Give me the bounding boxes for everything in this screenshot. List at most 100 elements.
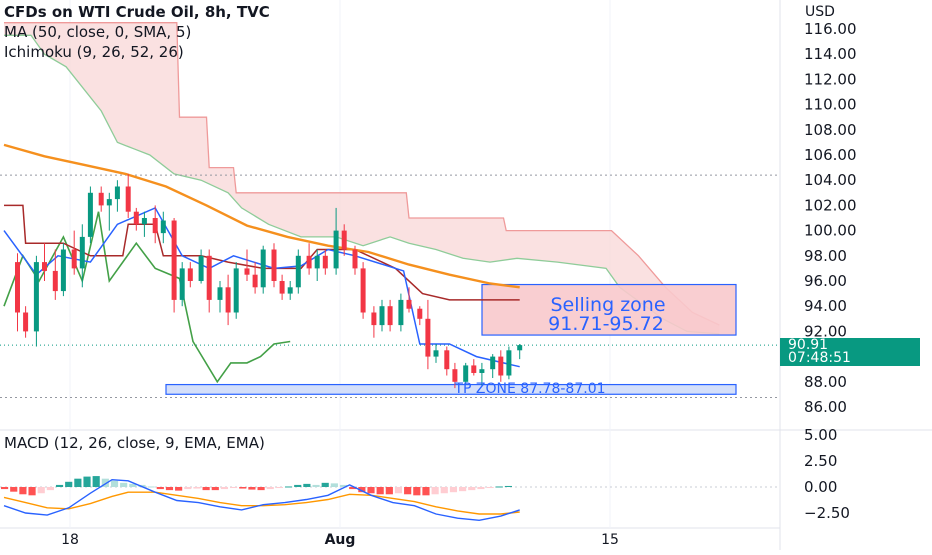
candle-body-2 <box>33 262 39 332</box>
candle-body-30 <box>287 287 293 294</box>
macd-histogram-bar-26 <box>239 487 247 489</box>
currency-label: USD <box>805 4 835 20</box>
macd-histogram-bar-6 <box>55 484 64 487</box>
leading-span-b-line <box>4 22 720 326</box>
macd-histogram-bar-53 <box>486 487 494 489</box>
macd-axis[interactable]: 5.00 2.50 0.00 −2.50 <box>804 426 850 522</box>
candle-body-37 <box>352 249 358 269</box>
macd-histogram-bar-2 <box>19 487 27 495</box>
macd-histogram-bar-45 <box>413 487 421 496</box>
price-tick-12: 92.00 <box>804 322 847 340</box>
candle-body-48 <box>452 369 458 382</box>
candle-body-21 <box>206 255 212 300</box>
candle-body-10 <box>106 199 112 206</box>
macd-histogram-bar-9 <box>83 476 91 487</box>
candle-body-43 <box>406 299 412 309</box>
macd-tick-1: 2.50 <box>804 452 837 470</box>
candle-body-40 <box>379 306 385 326</box>
macd-tick-2: 0.00 <box>804 478 837 496</box>
price-tick-7: 102.00 <box>804 196 857 214</box>
macd-histogram-bar-17 <box>156 487 164 490</box>
macd-histogram-bar-35 <box>321 482 329 487</box>
macd-tick-3: −2.50 <box>804 504 850 522</box>
candle-body-4 <box>52 270 58 292</box>
candle-body-15 <box>152 218 158 234</box>
candle-body-13 <box>133 211 139 225</box>
candle-body-16 <box>160 220 166 234</box>
macd-histogram-bar-5 <box>46 487 54 491</box>
price-tick-3: 110.00 <box>804 96 857 114</box>
macd-histogram-bar-8 <box>74 478 82 487</box>
leading-span-a-line <box>4 34 720 335</box>
macd-histogram-bar-42 <box>385 487 393 495</box>
last-price-value: 90.91 <box>788 337 829 353</box>
macd-histogram-bar-3 <box>28 487 36 496</box>
ichimoku-legend[interactable]: Ichimoku (9, 26, 52, 26) <box>4 43 184 61</box>
last-price-badge: 90.91 07:48:51 <box>780 338 920 366</box>
candle-body-49 <box>463 365 469 382</box>
candle-body-14 <box>141 218 147 225</box>
ma-legend[interactable]: MA (50, close, 0, SMA, 5) <box>4 23 192 41</box>
candle-body-20 <box>198 255 204 281</box>
price-axis[interactable]: 116.00 114.00 112.00 110.00 108.00 106.00 104.… <box>804 20 857 416</box>
macd-histogram-bar-13 <box>120 482 128 487</box>
candle-body-45 <box>425 318 431 357</box>
macd-histogram-bar-34 <box>312 484 320 487</box>
macd-histogram-bar-47 <box>431 487 439 495</box>
candle-body-50 <box>471 365 477 373</box>
macd-tick-0: 5.00 <box>804 426 837 444</box>
macd-histogram-bar-50 <box>459 487 467 492</box>
candle-body-6 <box>71 249 77 269</box>
price-tick-10: 96.00 <box>804 272 847 290</box>
macd-histogram-bar-52 <box>477 487 485 490</box>
candle-body-19 <box>187 268 193 281</box>
macd-histogram-bar-18 <box>165 487 174 491</box>
candle-body-33 <box>314 255 320 269</box>
macd-histogram-bar-36 <box>330 483 338 487</box>
candle-body-1 <box>23 312 29 332</box>
macd-histogram-bar-48 <box>440 487 448 494</box>
candlestick-series[interactable] <box>15 173 523 389</box>
candle-body-25 <box>244 268 250 275</box>
macd-histogram-bar-30 <box>275 487 283 489</box>
macd-histogram-bar-33 <box>303 483 311 487</box>
candle-body-12 <box>125 186 131 212</box>
candle-body-38 <box>360 268 366 313</box>
annotation-zones[interactable] <box>165 283 737 395</box>
macd-legend[interactable]: MACD (12, 26, close, 9, EMA, EMA) <box>4 434 265 452</box>
candle-body-46 <box>433 350 439 357</box>
candle-body-28 <box>271 249 277 281</box>
conversion-line <box>3 206 520 368</box>
time-label-15: 15 <box>601 532 619 548</box>
ichimoku-cloud <box>4 22 720 335</box>
candle-body-53 <box>498 356 504 376</box>
candle-body-41 <box>387 306 393 326</box>
candle-body-34 <box>322 255 328 269</box>
chart-legend[interactable]: CFDs on WTI Crude Oil, 8h, TVC MA (50, c… <box>4 2 270 62</box>
candle-body-26 <box>252 274 258 288</box>
macd-histogram-bar-49 <box>449 487 458 493</box>
candle-body-35 <box>333 230 339 269</box>
candle-body-7 <box>79 236 85 269</box>
price-tick-1: 114.00 <box>804 45 857 63</box>
macd-histogram-bar-31 <box>284 486 293 488</box>
selling-zone-box <box>481 283 737 336</box>
candle-body-9 <box>98 192 104 206</box>
macd-histogram-bar-0 <box>1 487 9 490</box>
candle-body-23 <box>225 287 231 313</box>
candle-body-8 <box>87 192 93 237</box>
price-tick-2: 112.00 <box>804 70 857 88</box>
time-label-18: 18 <box>61 532 79 548</box>
candle-body-32 <box>306 255 312 269</box>
candle-body-29 <box>279 281 285 294</box>
price-tick-4: 108.00 <box>804 121 857 139</box>
candle-body-39 <box>371 312 377 326</box>
macd-histogram-bar-55 <box>504 485 512 487</box>
price-tick-0: 116.00 <box>804 20 857 38</box>
price-tick-14: 86.00 <box>804 398 847 416</box>
candle-body-11 <box>114 186 120 200</box>
ma-50-line <box>3 143 520 289</box>
symbol-title[interactable]: CFDs on WTI Crude Oil, 8h, TVC <box>4 3 270 21</box>
